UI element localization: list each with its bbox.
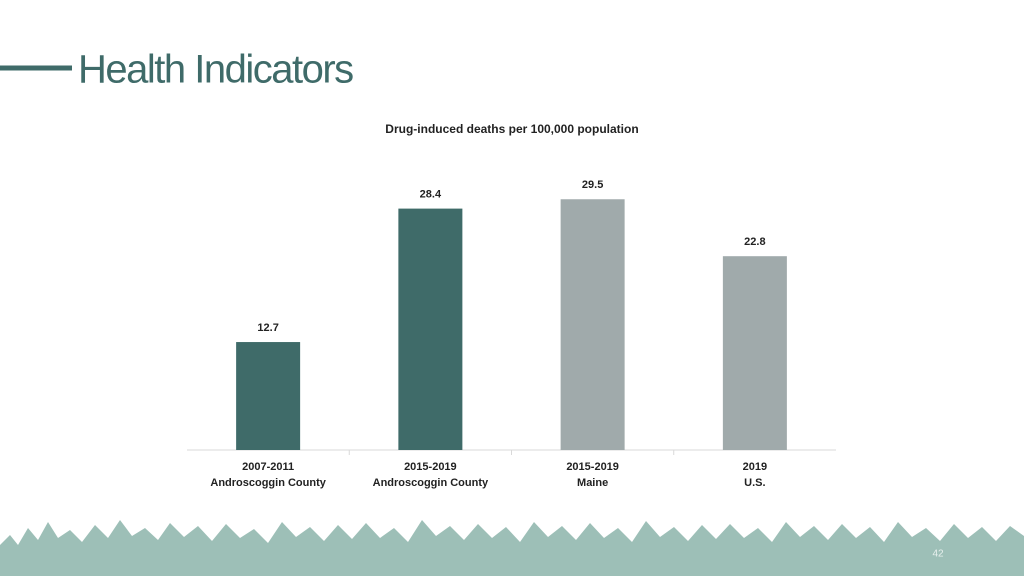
x-tick-label: 2019 U.S. xyxy=(742,461,768,489)
page-number: 42 xyxy=(932,549,944,560)
x-tick-label: 2007-2011 Androscoggin County xyxy=(210,461,326,489)
data-label: 29.5 xyxy=(582,179,603,191)
bar xyxy=(722,256,787,450)
chart-title: Drug-induced deaths per 100,000 populati… xyxy=(385,122,638,136)
bar xyxy=(560,199,625,450)
x-tick-label: 2015-2019 Androscoggin County xyxy=(372,461,489,489)
bar xyxy=(236,342,301,450)
data-label: 12.7 xyxy=(257,322,278,334)
slide-title: Health Indicators xyxy=(78,48,353,92)
tree-silhouette xyxy=(0,520,1024,576)
x-tick-label: 2015-2019 Maine xyxy=(566,461,619,489)
data-label: 28.4 xyxy=(420,189,442,201)
bar xyxy=(398,208,463,450)
data-label: 22.8 xyxy=(744,236,765,248)
